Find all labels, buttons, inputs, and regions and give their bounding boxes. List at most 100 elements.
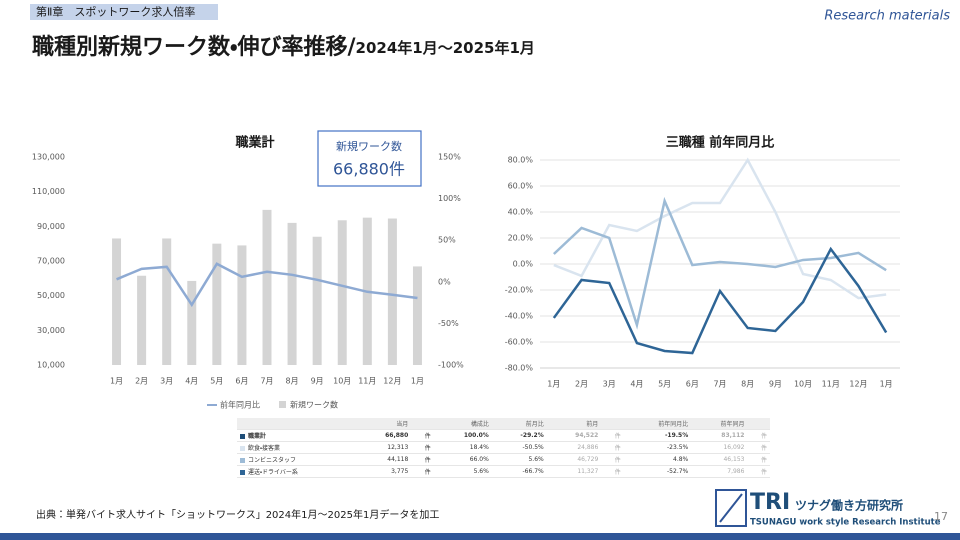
- chart: 職業計 10,000 30,000 50,000 70,000 90,000 110,000…: [32, 130, 464, 410]
- x-tick-label: 9月: [311, 377, 324, 386]
- chart: 三職種 前年同月比 -80.0% -60.0% -40.0% -20.0% 0.0% 20.…: [505, 135, 900, 389]
- x-tick-label: 1月: [880, 380, 893, 389]
- y-tick-label: 60.0%: [508, 182, 534, 191]
- y-tick-label: 20.0%: [508, 234, 534, 243]
- page-number: 17: [934, 510, 948, 523]
- logo-jp: ツナグ働き方研究所: [795, 498, 903, 513]
- x-tick-label: 9月: [769, 380, 782, 389]
- header-cell: 前年同月: [691, 418, 748, 430]
- tag: Research materials: [824, 9, 950, 24]
- row-name-cell: 飲食・接客業: [237, 441, 357, 454]
- bar: [212, 243, 222, 365]
- cell: 16,092: [691, 441, 748, 454]
- bar: [412, 266, 422, 365]
- cell: -29.2%: [491, 429, 547, 442]
- unit-cell: 件: [747, 465, 770, 478]
- cell: 7,986: [691, 465, 748, 478]
- cell: -50.5%: [491, 441, 547, 454]
- header-cell: [601, 418, 624, 430]
- cell: 18.4%: [433, 441, 492, 454]
- x-tick-label: 1月: [547, 380, 560, 389]
- table-row: 飲食・接客業 12,313 件 18.4% -50.5% 24,886 件 -23.5% 16,…: [237, 441, 770, 454]
- unit-cell: 件: [601, 465, 624, 478]
- summary-table: 当月 構成比 前月比 前月 前年同月比 前年同月 職業計 66,880 件 100.0% -29.2…: [237, 418, 770, 478]
- header-cell: 前年同月比: [623, 418, 692, 430]
- y-tick-label: 0.0%: [513, 260, 534, 269]
- bar: [237, 245, 247, 365]
- bar: [387, 218, 397, 365]
- cell: 24,886: [546, 441, 602, 454]
- row-swatch: [240, 470, 245, 475]
- header-cell: [237, 418, 357, 430]
- bar: [262, 209, 272, 365]
- row-swatch: [240, 458, 245, 463]
- cell: 66.0%: [433, 453, 492, 466]
- x-tick-label: 6月: [235, 377, 248, 386]
- logo-text: TRI: [750, 490, 790, 515]
- x-tick-label: 4月: [630, 380, 643, 389]
- logo-en: TSUNAGU work style Research Institute: [750, 518, 941, 528]
- source: 出典：単発バイト求人サイト「ショットワークス」2024年1月～2025年1月デー…: [36, 508, 439, 521]
- x-tick-label: 1月: [110, 377, 123, 386]
- cell: 11,327: [546, 465, 602, 478]
- row-swatch: [240, 446, 245, 451]
- y-tick-label: -60.0%: [505, 338, 534, 347]
- x-tick-label: 2月: [135, 377, 148, 386]
- bar: [162, 238, 172, 365]
- legend-label: 新規ワーク数: [290, 400, 338, 410]
- row-name: 運送・ドライバー系: [248, 469, 298, 476]
- x-tick-label: 7月: [713, 380, 726, 389]
- y2-tick-label: -100%: [438, 361, 464, 370]
- table-row: 職業計 66,880 件 100.0% -29.2% 94,522 件 -19.5% 83,11…: [237, 429, 770, 442]
- x-tick-label: 1月: [411, 377, 424, 386]
- header-cell: 当月: [356, 418, 412, 430]
- row-name-cell: コンビニスタッフ: [237, 453, 357, 466]
- y2-tick-label: 150%: [438, 153, 461, 162]
- callout-label: 新規ワーク数: [336, 139, 402, 153]
- cell: 12,313: [356, 441, 412, 454]
- unit-cell: 件: [411, 429, 434, 442]
- y-tick-label: 40.0%: [508, 208, 534, 217]
- y-tick-label: 50,000: [37, 291, 65, 300]
- logo-icon-line: [719, 493, 743, 523]
- line-series: [553, 157, 887, 300]
- cell: 46,153: [691, 453, 748, 466]
- unit-cell: 件: [411, 465, 434, 478]
- title-sub: 2024年1月～2025年1月: [356, 39, 535, 57]
- y-tick-label: -80.0%: [505, 364, 534, 373]
- legend-swatch: [279, 401, 286, 408]
- chart-title: 職業計: [235, 135, 274, 151]
- line-series: [116, 262, 418, 308]
- y-tick-label: -40.0%: [505, 312, 534, 321]
- bar: [312, 236, 322, 365]
- bar: [137, 275, 147, 365]
- x-tick-label: 4月: [185, 377, 198, 386]
- row-name: 飲食・接客業: [248, 445, 281, 452]
- y-tick-label: 130,000: [32, 153, 65, 162]
- table-row: コンビニスタッフ 44,118 件 66.0% 5.6% 46,729 件 4.8% 46,15…: [237, 453, 770, 466]
- bar: [187, 280, 197, 365]
- cell: -52.7%: [623, 465, 692, 478]
- title-main: 職種別新規ワーク数・伸び率推移/: [32, 34, 356, 60]
- row-name-cell: 職業計: [237, 429, 357, 442]
- cell: 3,775: [356, 465, 412, 478]
- row-swatch: [240, 434, 245, 439]
- header-row: 当月 構成比 前月比 前月 前年同月比 前年同月: [237, 418, 770, 430]
- y-tick-label: 70,000: [37, 257, 65, 266]
- unit-cell: 件: [601, 453, 624, 466]
- x-tick-label: 8月: [286, 377, 299, 386]
- y2-tick-label: -50%: [438, 319, 459, 328]
- cell: 100.0%: [433, 429, 492, 442]
- chapter: 第Ⅱ章 スポットワーク求人倍率: [36, 5, 195, 19]
- table-row: 運送・ドライバー系 3,775 件 5.6% -66.7% 11,327 件 -52.7% 7,…: [237, 465, 770, 478]
- header-cell: 前月比: [491, 418, 547, 430]
- cell: -23.5%: [623, 441, 692, 454]
- title: 職種別新規ワーク数・伸び率推移/2024年1月～2025年1月: [32, 34, 535, 60]
- unit-cell: 件: [411, 441, 434, 454]
- x-tick-label: 8月: [741, 380, 754, 389]
- callout-box: [317, 130, 422, 187]
- chart-title: 三職種 前年同月比: [666, 135, 775, 151]
- x-tick-label: 2月: [575, 380, 588, 389]
